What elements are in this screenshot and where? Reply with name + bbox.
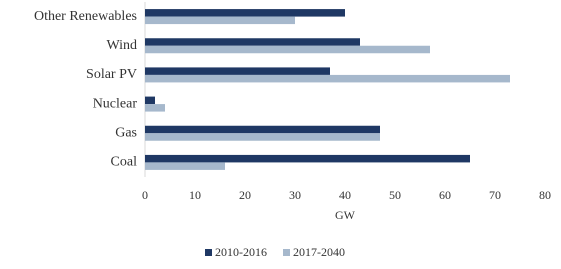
x-tick-label: 20 — [239, 188, 251, 202]
x-tick-label: 30 — [289, 188, 301, 202]
y-tick-label: Coal — [111, 155, 138, 170]
y-tick-label: Solar PV — [86, 67, 137, 82]
bar — [145, 162, 225, 170]
legend-label: 2017-2040 — [293, 245, 345, 259]
x-axis-label: GW — [335, 208, 356, 222]
y-tick-label: Other Renewables — [34, 9, 137, 24]
bar — [145, 67, 330, 75]
bar — [145, 45, 430, 54]
legend-swatch — [205, 249, 212, 256]
y-tick-label: Nuclear — [93, 96, 138, 111]
x-tick-label: 60 — [439, 188, 451, 202]
x-tick-label: 10 — [189, 188, 201, 202]
bar — [145, 154, 470, 163]
y-tick-label: Wind — [106, 38, 137, 53]
bar — [145, 133, 380, 141]
x-tick-label: 40 — [339, 188, 351, 202]
x-tick-label: 0 — [142, 188, 148, 202]
bar — [145, 38, 360, 46]
legend-label: 2010-2016 — [215, 245, 267, 259]
bar — [145, 104, 165, 112]
bar — [145, 9, 345, 17]
bar — [145, 125, 380, 134]
x-tick-label: 80 — [539, 188, 551, 202]
x-tick-label: 50 — [389, 188, 401, 202]
legend-swatch — [283, 249, 290, 256]
bar — [145, 96, 155, 105]
x-tick-label: 70 — [489, 188, 501, 202]
y-tick-label: Gas — [115, 125, 137, 140]
bar — [145, 74, 510, 83]
bar — [145, 16, 295, 25]
